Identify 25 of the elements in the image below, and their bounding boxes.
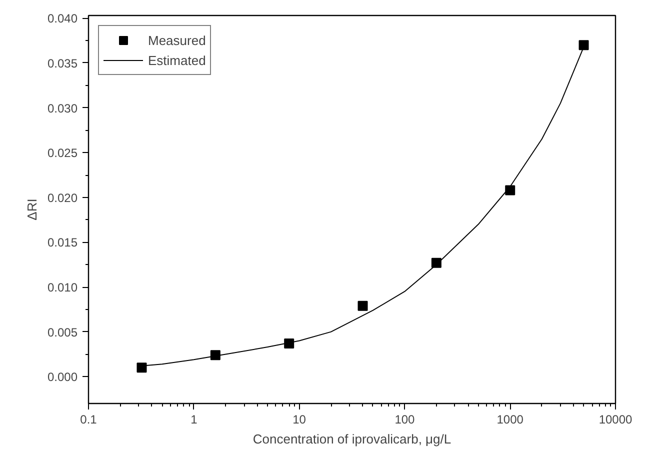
legend-label: Measured — [148, 32, 206, 48]
legend-label: Estimated — [148, 52, 206, 68]
y-tick-label: 0.020 — [47, 190, 78, 205]
point — [284, 338, 294, 348]
y-tick-label: 0.010 — [47, 280, 78, 295]
x-tick-label: 1000 — [496, 412, 524, 426]
y-tick-label: 0.040 — [47, 12, 78, 26]
y-tick-label: 0.005 — [47, 325, 78, 340]
y-tick-label: 0.025 — [47, 146, 78, 160]
x-tick-label: 10000 — [598, 412, 633, 426]
point — [210, 350, 220, 360]
y-tick-label: 0.015 — [47, 236, 78, 250]
y-tick-label: 0.000 — [47, 370, 78, 384]
x-tick-label: 100 — [394, 412, 416, 426]
x-tick-label: 1 — [190, 412, 198, 426]
point — [136, 362, 147, 373]
y-axis-title: ΔRI — [24, 198, 40, 220]
point — [358, 300, 368, 311]
x-axis-title: Concentration of iprovalicarb, μg/L — [252, 432, 452, 446]
x-tick-label: 10 — [292, 412, 306, 426]
y-tick-label: 0.035 — [47, 56, 78, 70]
point — [578, 40, 589, 50]
y-tick-label: 0.030 — [47, 101, 78, 116]
point — [505, 185, 516, 196]
x-tick-label: 0.1 — [80, 412, 98, 426]
